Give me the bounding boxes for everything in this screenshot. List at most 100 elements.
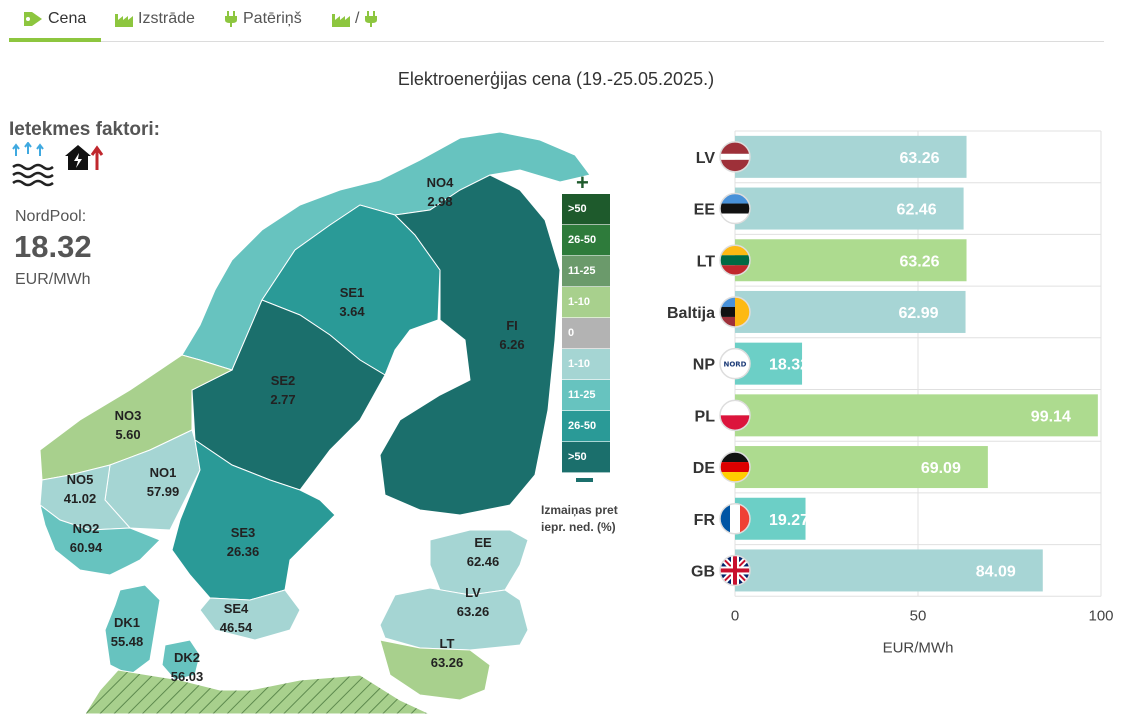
bar-value-label: 69.09 xyxy=(921,460,961,477)
region-name-se4: SE4 xyxy=(224,601,249,616)
legend-item: 26-50 xyxy=(562,225,610,256)
region-name-dk1: DK1 xyxy=(114,615,140,630)
poland-flag-icon xyxy=(719,399,751,432)
region-se4[interactable] xyxy=(199,589,301,641)
region-value-dk1: 55.48 xyxy=(111,634,144,649)
region-name-no4: NO4 xyxy=(427,175,455,190)
tag-icon xyxy=(23,11,43,27)
legend-item: 1-10 xyxy=(562,287,610,318)
region-value-lt: 63.26 xyxy=(431,655,464,670)
region-se3[interactable] xyxy=(171,438,336,601)
hatched-neighbors xyxy=(84,669,431,714)
legend-item: 0 xyxy=(562,318,610,349)
region-dk2[interactable] xyxy=(161,639,201,681)
bar-lv xyxy=(735,135,967,178)
region-lt[interactable] xyxy=(379,639,491,701)
region-value-fi: 6.26 xyxy=(499,337,524,352)
legend-item: >50 xyxy=(562,442,610,473)
region-name-dk2: DK2 xyxy=(174,650,200,665)
bar-value-label: 19.27 xyxy=(769,512,809,529)
legend-minus xyxy=(576,478,593,482)
category-label: DE xyxy=(693,460,716,477)
region-name-se1: SE1 xyxy=(340,285,365,300)
region-name-fi: FI xyxy=(506,318,518,333)
legend-item: 11-25 xyxy=(562,256,610,287)
region-name-se2: SE2 xyxy=(271,373,296,388)
region-value-no5: 41.02 xyxy=(64,491,97,506)
factory-icon xyxy=(332,12,350,27)
region-fi[interactable] xyxy=(379,174,561,516)
x-tick-label: 50 xyxy=(910,607,927,624)
region-name-lv: LV xyxy=(465,585,481,600)
region-value-no2: 60.94 xyxy=(70,540,103,555)
region-name-se3: SE3 xyxy=(231,525,256,540)
region-name-no5: NO5 xyxy=(67,472,94,487)
category-label: PL xyxy=(695,408,716,425)
category-label: LV xyxy=(696,150,716,167)
bar-value-label: 62.46 xyxy=(897,202,937,219)
legend-item: >50 xyxy=(562,194,610,225)
region-value-no4: 2.98 xyxy=(427,194,452,209)
x-tick-label: 100 xyxy=(1088,607,1113,624)
price-bar-chart: 0 50 100 EUR/MWh 63.26 LV 62.46 EE 63.26 LT 62.99 B… xyxy=(667,130,1114,656)
category-label: FR xyxy=(694,512,716,529)
nordpool-value: 18.32 xyxy=(14,229,92,264)
bar-value-label: 18.32 xyxy=(769,357,809,374)
bar-lt xyxy=(735,239,967,282)
tab-ratio[interactable]: / xyxy=(332,8,378,30)
bar-gb xyxy=(735,549,1043,592)
tab-label: Patēriņš xyxy=(243,10,302,27)
legend-caption-line: Izmaiņas pret xyxy=(541,503,618,517)
region-dk1[interactable] xyxy=(104,584,161,676)
region-value-lv: 63.26 xyxy=(457,604,490,619)
bar-value-label: 63.26 xyxy=(899,253,939,270)
plug-icon xyxy=(364,11,378,27)
nordpool-label: NordPool: xyxy=(15,208,87,225)
region-name-no2: NO2 xyxy=(73,521,100,536)
latvia-flag-icon xyxy=(719,141,751,173)
region-labels: NO4 2.98 SE1 3.64 FI 6.26 SE2 2.77 NO3 5… xyxy=(64,175,525,684)
region-name-no1: NO1 xyxy=(150,465,177,480)
legend-item: 11-25 xyxy=(562,380,610,411)
tab-paterins[interactable]: Patēriņš xyxy=(224,8,302,30)
tab-cena[interactable]: Cena xyxy=(23,8,86,30)
change-legend: >50 26-50 11-25 1-10 0 1-10 11-25 26-50 … xyxy=(562,194,610,473)
lithuania-flag-icon xyxy=(719,244,751,276)
category-label: Baltija xyxy=(667,305,715,322)
region-name-ee: EE xyxy=(474,535,492,550)
uk-flag-icon xyxy=(719,554,751,587)
bar-value-label: 62.99 xyxy=(898,305,938,322)
legend-caption: Izmaiņas pret iepr. ned. (%) xyxy=(541,502,618,536)
tab-izstrade[interactable]: Izstrāde xyxy=(115,8,195,30)
region-name-lt: LT xyxy=(440,636,455,651)
legend-plus: + xyxy=(576,170,589,195)
legend-item: 26-50 xyxy=(562,411,610,442)
bar-value-label: 99.14 xyxy=(1031,408,1071,425)
region-value-se3: 26.36 xyxy=(227,544,260,559)
baltic-flag-icon xyxy=(719,296,751,328)
legend-item: 1-10 xyxy=(562,349,610,380)
x-tick-label: 0 xyxy=(731,607,739,624)
bar-de xyxy=(735,446,988,489)
bar-pl xyxy=(735,394,1098,437)
region-value-se1: 3.64 xyxy=(339,304,365,319)
region-value-se4: 46.54 xyxy=(220,620,253,635)
svg-text:NORD: NORD xyxy=(723,361,746,369)
factors-title: Ietekmes faktori: xyxy=(9,119,161,140)
region-name-no3: NO3 xyxy=(115,408,142,423)
nordpool-logo-icon: NORD xyxy=(719,347,751,380)
legend-caption-line: iepr. ned. (%) xyxy=(541,520,616,534)
germany-flag-icon xyxy=(719,451,751,483)
region-no2[interactable] xyxy=(39,503,161,576)
region-value-no3: 5.60 xyxy=(115,427,140,442)
category-label: NP xyxy=(693,357,716,374)
bar-value-label: 84.09 xyxy=(976,563,1016,580)
bar-ee xyxy=(735,187,964,230)
region-ee[interactable] xyxy=(429,529,529,596)
bar-value-label: 63.26 xyxy=(899,150,939,167)
france-flag-icon xyxy=(719,503,751,535)
tab-bar: Cena Izstrāde Patēriņš / xyxy=(9,0,1104,42)
water-wind-icon xyxy=(12,141,56,195)
tab-label: Izstrāde xyxy=(138,10,195,27)
active-tab-indicator xyxy=(9,38,101,42)
